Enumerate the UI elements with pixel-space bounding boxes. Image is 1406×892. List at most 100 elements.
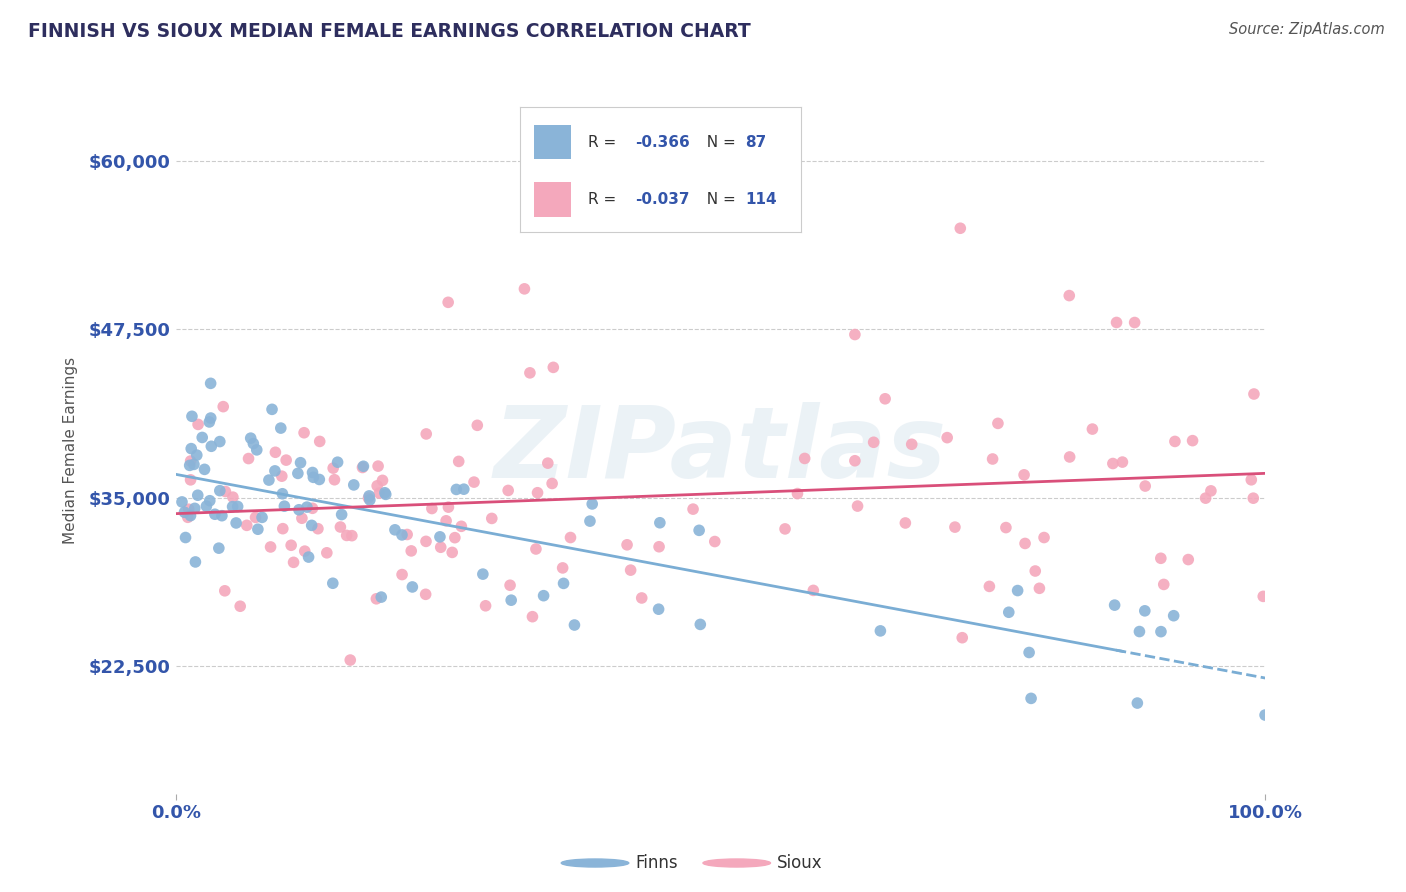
Point [496,483,519,498]
Point [437,295,460,310]
Text: -0.366: -0.366 [636,135,690,150]
Point [1199,483,1222,498]
Point [271,522,294,536]
Point [301,501,323,516]
Point [441,545,464,559]
Text: N =: N = [697,135,741,150]
Point [560,531,582,545]
Point [307,522,329,536]
Y-axis label: Median Female Earnings: Median Female Earnings [63,357,77,544]
Point [447,454,470,468]
Point [997,605,1019,619]
Text: Source: ZipAtlas.com: Source: ZipAtlas.com [1229,22,1385,37]
Point [368,486,391,500]
Text: -0.037: -0.037 [636,192,690,207]
Point [239,431,262,445]
Point [524,541,547,556]
Point [1012,467,1035,482]
Point [399,544,422,558]
Point [553,576,575,591]
Point [1153,577,1175,591]
Point [994,520,1017,534]
Text: 114: 114 [745,192,776,207]
Point [204,508,226,522]
Text: Finns: Finns [636,854,678,872]
Point [900,437,922,451]
Point [894,516,917,530]
Point [280,538,302,552]
Point [214,484,236,499]
Point [184,501,207,516]
Point [1081,422,1104,436]
Point [537,456,560,470]
Point [1028,582,1050,596]
Point [943,520,966,534]
Point [391,528,413,542]
Point [246,442,269,457]
Point [208,483,231,498]
Point [844,454,866,468]
Point [236,518,259,533]
Point [1135,479,1157,493]
Point [276,453,298,467]
Text: R =: R = [588,135,621,150]
Point [214,583,236,598]
Point [308,473,330,487]
Point [291,511,314,525]
Point [1133,604,1156,618]
Point [689,617,711,632]
Point [1007,583,1029,598]
Point [174,531,197,545]
Point [257,473,280,487]
Point [246,522,269,536]
Point [226,500,249,514]
Point [315,546,337,560]
Circle shape [561,859,628,867]
Point [193,462,215,476]
FancyBboxPatch shape [534,125,571,160]
Point [170,495,193,509]
Point [352,459,374,474]
Point [1177,552,1199,566]
Point [384,523,406,537]
Point [179,508,201,523]
Point [208,541,231,556]
Point [526,485,548,500]
Point [225,516,247,530]
Point [981,452,1004,467]
Point [499,578,522,592]
Point [420,501,443,516]
Point [183,458,205,472]
Point [177,502,200,516]
Point [1126,696,1149,710]
Point [200,439,222,453]
Point [229,599,252,614]
Point [533,589,555,603]
Point [366,591,388,606]
Point [688,524,710,538]
Point [343,478,366,492]
Circle shape [703,859,770,867]
Point [184,555,207,569]
Point [302,470,325,484]
Point [434,514,457,528]
Point [453,482,475,496]
Point [682,502,704,516]
Point [264,445,287,459]
Point [222,490,245,504]
Point [703,534,725,549]
Point [1018,645,1040,659]
Point [287,467,309,481]
Point [330,508,353,522]
Point [270,469,292,483]
Point [620,563,643,577]
Point [936,431,959,445]
Point [564,618,586,632]
Point [391,567,413,582]
Point [1019,691,1042,706]
Point [323,473,346,487]
Point [260,402,283,417]
Point [979,579,1001,593]
Point [367,459,389,474]
Point [301,518,323,533]
